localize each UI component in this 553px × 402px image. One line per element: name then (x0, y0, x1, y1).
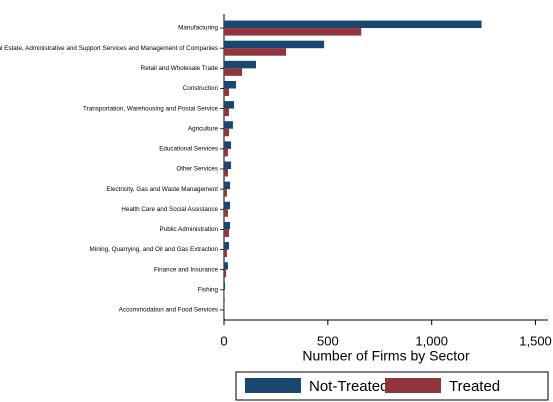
x-tick-label: 1,000 (415, 333, 448, 348)
bar (224, 209, 228, 217)
y-tick-label: Accommodation and Food Services (119, 307, 218, 314)
bar (224, 28, 362, 36)
bar (224, 101, 234, 109)
bar (224, 60, 256, 69)
y-tick-label: Real Estate, Administrative and Support … (0, 45, 218, 52)
bar (224, 80, 237, 89)
legend-label: Not-Treated (309, 378, 388, 395)
bar (224, 48, 287, 56)
bar (224, 128, 229, 137)
y-tick-label: Mining, Quarrying, and Oil and Gas Extra… (90, 246, 219, 253)
y-tick-label: Manufacturing (178, 25, 218, 32)
bar (224, 40, 325, 49)
bar (224, 249, 227, 258)
bar (224, 242, 229, 250)
y-tick-label: Health Care and Social Assistance (121, 206, 218, 213)
bar (224, 189, 227, 197)
x-axis-title: Number of Firms by Sector (302, 348, 470, 364)
y-tick-label: Fishing (198, 286, 219, 293)
x-tick-label: 500 (317, 333, 339, 348)
y-tick-label: Construction (183, 85, 219, 92)
legend-label: Treated (449, 378, 500, 395)
y-tick-label: Other Services (176, 166, 218, 173)
legend-swatch (245, 378, 301, 393)
bar (224, 282, 226, 290)
legend-swatch (385, 378, 441, 393)
bar (224, 201, 231, 210)
bar (224, 88, 229, 96)
bar (224, 68, 243, 76)
bar (224, 148, 228, 157)
x-tick-label: 0 (220, 333, 227, 348)
bar (224, 262, 228, 270)
y-tick-label: Public Administration (160, 226, 219, 233)
y-tick-label: Transportation, Warehousing and Postal S… (83, 105, 218, 112)
bar (224, 269, 227, 278)
y-tick-label: Finance and Insurance (154, 266, 219, 273)
bar (224, 108, 229, 117)
bar (224, 221, 231, 230)
legend-box (235, 371, 549, 401)
bar (224, 20, 482, 29)
bar (224, 141, 232, 149)
bar (224, 181, 231, 190)
bar (224, 229, 229, 237)
y-tick-label: Retail and Wholesale Trade (141, 65, 219, 72)
x-tick-label: 1,500 (519, 333, 552, 348)
bar (224, 121, 233, 129)
y-tick-label: Electricity, Gas and Waste Management (106, 186, 218, 193)
bar (224, 169, 228, 177)
y-tick-label: Educational Services (159, 146, 218, 153)
y-tick-label: Agriculture (188, 125, 219, 132)
bar (224, 161, 232, 169)
